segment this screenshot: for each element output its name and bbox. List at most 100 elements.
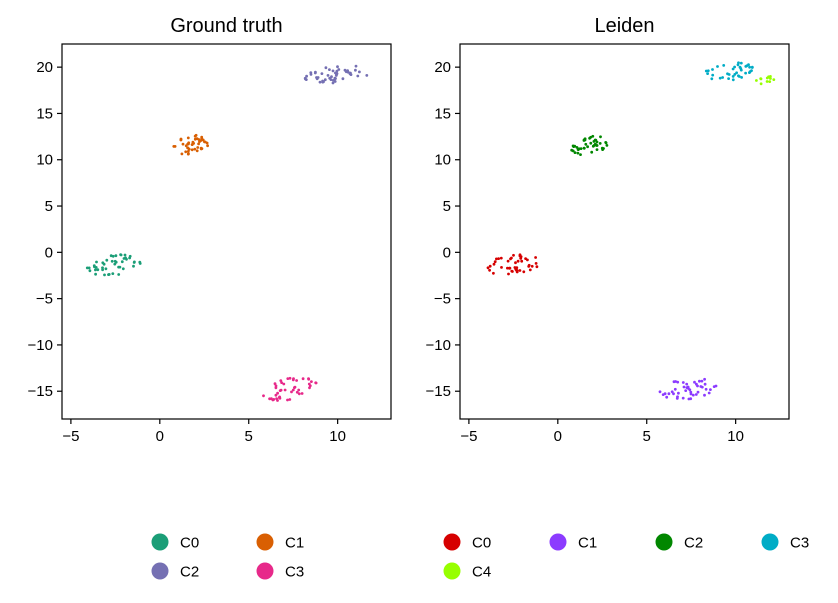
point-c0	[133, 260, 136, 264]
chart-title: Leiden	[594, 15, 654, 37]
y-tick-label: 15	[434, 105, 451, 122]
point-c1	[195, 149, 199, 153]
point-c1	[693, 380, 696, 384]
point-c2	[309, 71, 313, 74]
point-c0	[103, 273, 106, 277]
point-c0	[492, 262, 496, 266]
point-c2	[584, 142, 588, 146]
point-c0	[520, 259, 524, 263]
point-c0	[121, 267, 125, 271]
point-c0	[88, 269, 92, 273]
legend-label-c3: C3	[285, 564, 304, 581]
point-c1	[199, 146, 203, 150]
point-c0	[509, 257, 512, 261]
point-c2	[592, 144, 596, 147]
y-tick-label: 15	[36, 105, 53, 122]
point-c0	[123, 253, 127, 257]
point-c0	[138, 260, 142, 264]
legend-label-c0: C0	[180, 535, 199, 552]
point-c0	[94, 268, 97, 272]
point-c1	[190, 143, 194, 146]
legend-marker-c1	[256, 533, 274, 551]
point-c3	[750, 66, 754, 69]
point-c3	[727, 77, 730, 80]
point-c1	[191, 140, 195, 144]
point-c0	[101, 261, 105, 265]
point-c0	[514, 261, 517, 265]
point-c0	[516, 259, 520, 263]
point-c0	[114, 254, 118, 258]
point-c0	[514, 268, 518, 272]
y-tick-label: 0	[443, 244, 451, 261]
point-c2	[316, 76, 320, 79]
point-c2	[329, 78, 333, 81]
point-c1	[681, 396, 685, 400]
point-c1	[186, 136, 190, 140]
point-c2	[318, 80, 322, 84]
x-tick-label: 5	[245, 428, 253, 445]
point-c2	[331, 79, 335, 82]
x-tick-label: −5	[460, 428, 477, 445]
point-c3	[722, 64, 726, 67]
point-c0	[527, 263, 531, 267]
point-c1	[685, 382, 689, 386]
point-c2	[335, 69, 339, 73]
point-c2	[365, 74, 369, 77]
point-c1	[186, 152, 190, 156]
point-c2	[591, 134, 595, 138]
x-tick-label: 10	[329, 428, 346, 445]
point-c2	[326, 74, 330, 77]
point-c0	[524, 257, 527, 260]
point-c3	[735, 71, 738, 75]
point-c2	[582, 146, 586, 150]
point-c0	[132, 264, 135, 268]
point-c1	[184, 144, 188, 148]
point-c1	[709, 388, 712, 391]
point-c3	[727, 73, 731, 76]
point-c2	[358, 70, 361, 74]
point-c2	[594, 138, 598, 142]
point-c0	[105, 258, 109, 262]
point-c3	[731, 75, 735, 78]
point-c1	[676, 395, 679, 399]
point-c0	[497, 257, 500, 260]
chart-panel-1: Leiden −5 0 5 10 −15 −10 −5 0 5 10 15 20 C0 C1 C2 C3 C4	[426, 15, 810, 581]
point-c3	[291, 388, 295, 392]
chart-panel-0: Ground truth −5 0 5 10 −15 −10 −5 0 5 10 15 20 C0 C1 C2…	[28, 15, 392, 581]
point-c0	[488, 268, 491, 272]
point-c2	[573, 151, 577, 155]
point-c0	[101, 268, 104, 272]
point-c3	[300, 392, 304, 395]
point-c0	[104, 267, 108, 271]
y-tick-label: 5	[443, 198, 451, 215]
point-c0	[94, 272, 97, 276]
point-c1	[187, 141, 191, 145]
y-tick-label: −5	[434, 291, 451, 308]
point-c3	[711, 68, 714, 71]
point-c1	[676, 380, 680, 384]
point-c4	[765, 80, 769, 83]
point-c4	[768, 75, 771, 79]
y-tick-label: 20	[36, 59, 53, 76]
point-c3	[283, 388, 287, 392]
point-c4	[759, 82, 763, 86]
point-c2	[335, 73, 338, 77]
point-c2	[604, 141, 608, 144]
point-c0	[534, 256, 537, 259]
point-c0	[499, 256, 503, 260]
point-c1	[698, 379, 701, 383]
point-c1	[667, 392, 671, 396]
point-c2	[328, 68, 331, 71]
point-c2	[303, 76, 307, 80]
point-c2	[356, 74, 360, 78]
point-c2	[589, 141, 593, 145]
point-c0	[535, 265, 539, 269]
legend-marker-c0	[443, 533, 461, 551]
points-layer	[486, 61, 776, 401]
point-c3	[744, 65, 748, 68]
y-tick-label: 10	[36, 152, 53, 169]
point-c1	[186, 150, 190, 153]
point-c3	[276, 399, 279, 402]
point-c2	[582, 139, 586, 142]
